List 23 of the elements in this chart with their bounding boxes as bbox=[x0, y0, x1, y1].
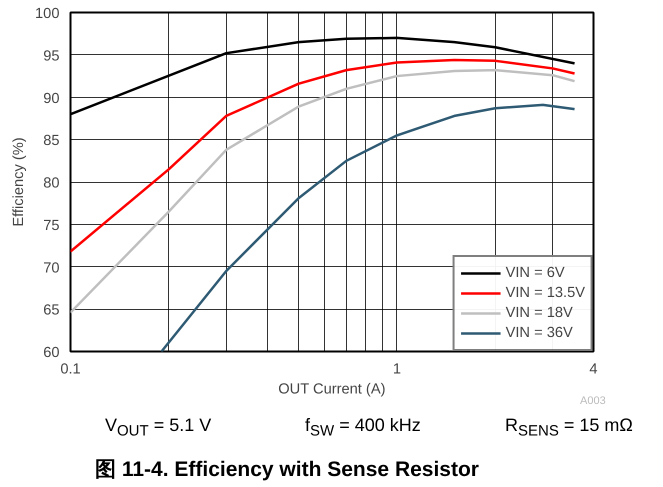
text: R$_{SENS}$ = 15 mΩ bbox=[505, 414, 633, 442]
x-tick-label: 4 bbox=[589, 362, 598, 378]
legend-label: VIN = 18V bbox=[506, 305, 573, 321]
x-tick-label: 0.1 bbox=[60, 362, 81, 378]
y-tick-label: 80 bbox=[43, 176, 60, 192]
text: V$_{OUT}$ = 5.1 V bbox=[105, 414, 212, 442]
y-tick-label: 85 bbox=[43, 133, 60, 150]
legend-label: VIN = 36V bbox=[506, 325, 573, 341]
y-tick-label: 70 bbox=[43, 260, 60, 276]
y-tick-label: 75 bbox=[43, 218, 60, 234]
y-tick-label: 100 bbox=[35, 6, 60, 22]
legend-label: VIN = 6V bbox=[506, 265, 565, 281]
text: 图 11-4. Efficiency with Sense Resistor bbox=[95, 457, 479, 484]
y-tick-label: 60 bbox=[43, 345, 60, 361]
y-tick-label: 95 bbox=[43, 48, 60, 64]
y-axis-title: Efficiency (%) bbox=[11, 137, 28, 227]
text: f$_{SW}$ = 400 kHz bbox=[305, 414, 421, 442]
y-tick-label: 65 bbox=[43, 302, 60, 319]
y-tick-label: 90 bbox=[43, 90, 60, 107]
x-axis-title: OUT Current (A) bbox=[278, 382, 386, 398]
text: A003 bbox=[580, 394, 606, 409]
legend-label: VIN = 13.5V bbox=[506, 285, 585, 301]
x-tick-label: 1 bbox=[392, 362, 402, 378]
